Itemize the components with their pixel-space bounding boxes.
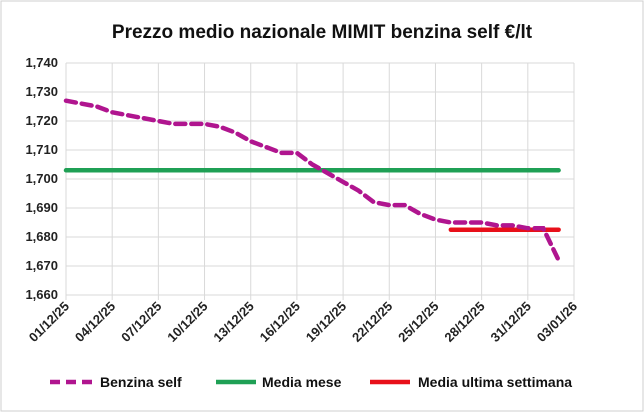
y-tick-label: 1,700 — [25, 171, 58, 186]
y-tick-label: 1,690 — [25, 200, 58, 215]
y-tick-label: 1,680 — [25, 229, 58, 244]
legend-label: Media mese — [262, 374, 342, 390]
y-tick-label: 1,710 — [25, 142, 58, 157]
y-tick-label: 1,730 — [25, 84, 58, 99]
y-tick-label: 1,670 — [25, 258, 58, 273]
legend-label: Benzina self — [100, 374, 182, 390]
y-tick-label: 1,740 — [25, 55, 58, 70]
chart-title: Prezzo medio nazionale MIMIT benzina sel… — [112, 22, 533, 43]
y-tick-label: 1,720 — [25, 113, 58, 128]
y-tick-label: 1,660 — [25, 287, 58, 302]
legend-label: Media ultima settimana — [418, 374, 572, 390]
series-line-0 — [63, 98, 561, 263]
